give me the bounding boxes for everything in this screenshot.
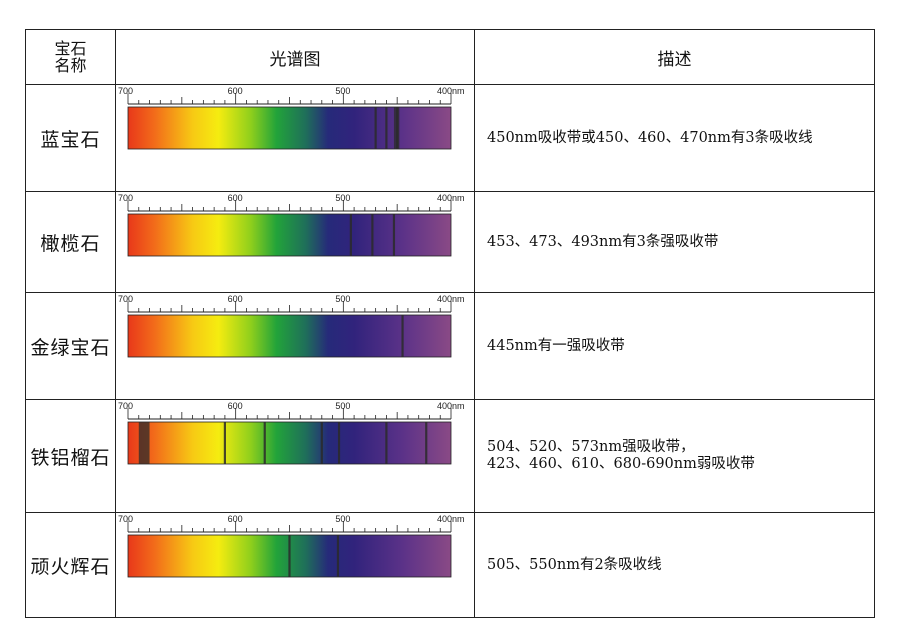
spectrum-cell: 700 600 500 400nm (115, 191, 475, 293)
scale-label: 400nm (437, 401, 465, 411)
gem-name: 橄榄石 (25, 191, 116, 293)
spectrum-cell: 700 600 500 400nm (115, 84, 475, 192)
description-line: 504、520、573nm强吸收带， (487, 439, 695, 455)
scale-label: 700 (118, 193, 133, 203)
scale-label: 500 (335, 86, 350, 96)
table-row: 蓝宝石 700 600 500 400nm 450nm吸收带或450、460、470n… (25, 84, 875, 192)
table-row: 金绿宝石 700 600 500 400nm 445nm有一强吸收带 (25, 292, 875, 400)
scale-label: 700 (118, 514, 133, 524)
table-row: 铁铝榴石 700 600 500 400nm 504、520、573nm强吸收带， 4… (25, 399, 875, 513)
gem-name: 金绿宝石 (25, 292, 116, 400)
description-cell: 504、520、573nm强吸收带， 423、460、610、680-690nm… (474, 399, 875, 513)
description-line: 450nm吸收带或450、460、470nm有3条吸收线 (487, 129, 813, 146)
scale-label: 700 (118, 401, 133, 411)
scale-label: 400nm (437, 294, 465, 304)
spectrum-chart: 700 600 500 400nm (118, 294, 465, 358)
scale-label: 400nm (437, 86, 465, 96)
table-row: 橄榄石 700 600 500 400nm 453、473、493nm有3条强吸收带 (25, 191, 875, 293)
scale-label: 600 (228, 193, 243, 203)
spectrum-cell: 700 600 500 400nm (115, 512, 475, 618)
spectrum-bar (127, 314, 452, 358)
scale-label: 500 (335, 401, 350, 411)
header-gem-name: 宝石 名称 (25, 29, 116, 85)
description-cell: 505、550nm有2条吸收线 (474, 512, 875, 618)
description-line: 445nm有一强吸收带 (487, 337, 625, 354)
scale-label: 500 (335, 193, 350, 203)
header-name-line2: 名称 (54, 56, 87, 75)
spectrum-chart: 700 600 500 400nm (118, 514, 465, 578)
gem-name: 顽火辉石 (25, 512, 116, 618)
spectrum-bar (127, 213, 452, 257)
header-description: 描述 (474, 29, 875, 85)
table-row: 顽火辉石 700 600 500 400nm 505、550nm有2条吸收线 (25, 512, 875, 618)
gem-name: 铁铝榴石 (25, 399, 116, 513)
description-cell: 453、473、493nm有3条强吸收带 (474, 191, 875, 293)
gem-spectrum-table: 宝石 名称 光谱图 描述 蓝宝石 700 600 500 400nm 450nm吸收带… (25, 29, 875, 618)
header-name-line1: 宝石 (54, 39, 87, 58)
scale-label: 500 (335, 294, 350, 304)
header-row: 宝石 名称 光谱图 描述 (25, 29, 875, 85)
header-spectrum: 光谱图 (115, 29, 475, 85)
spectrum-bar (127, 421, 452, 465)
spectrum-cell: 700 600 500 400nm (115, 292, 475, 400)
description-line: 423、460、610、680-690nm弱吸收带 (487, 456, 755, 472)
scale-label: 500 (335, 514, 350, 524)
spectrum-cell: 700 600 500 400nm (115, 399, 475, 513)
scale-label: 600 (228, 401, 243, 411)
description-line: 505、550nm有2条吸收线 (487, 556, 662, 573)
description-cell: 450nm吸收带或450、460、470nm有3条吸收线 (474, 84, 875, 192)
scale-label: 400nm (437, 193, 465, 203)
absorption-band (138, 422, 150, 464)
spectrum-chart: 700 600 500 400nm (118, 86, 465, 150)
gem-name: 蓝宝石 (25, 84, 116, 192)
scale-label: 600 (228, 514, 243, 524)
spectrum-chart: 700 600 500 400nm (118, 193, 465, 257)
scale-label: 600 (228, 86, 243, 96)
scale-label: 600 (228, 294, 243, 304)
scale-label: 700 (118, 294, 133, 304)
spectrum-bar (127, 106, 452, 150)
scale-label: 400nm (437, 514, 465, 524)
scale-label: 700 (118, 86, 133, 96)
spectrum-chart: 700 600 500 400nm (118, 401, 465, 465)
description-line: 453、473、493nm有3条强吸收带 (487, 233, 719, 250)
description-cell: 445nm有一强吸收带 (474, 292, 875, 400)
